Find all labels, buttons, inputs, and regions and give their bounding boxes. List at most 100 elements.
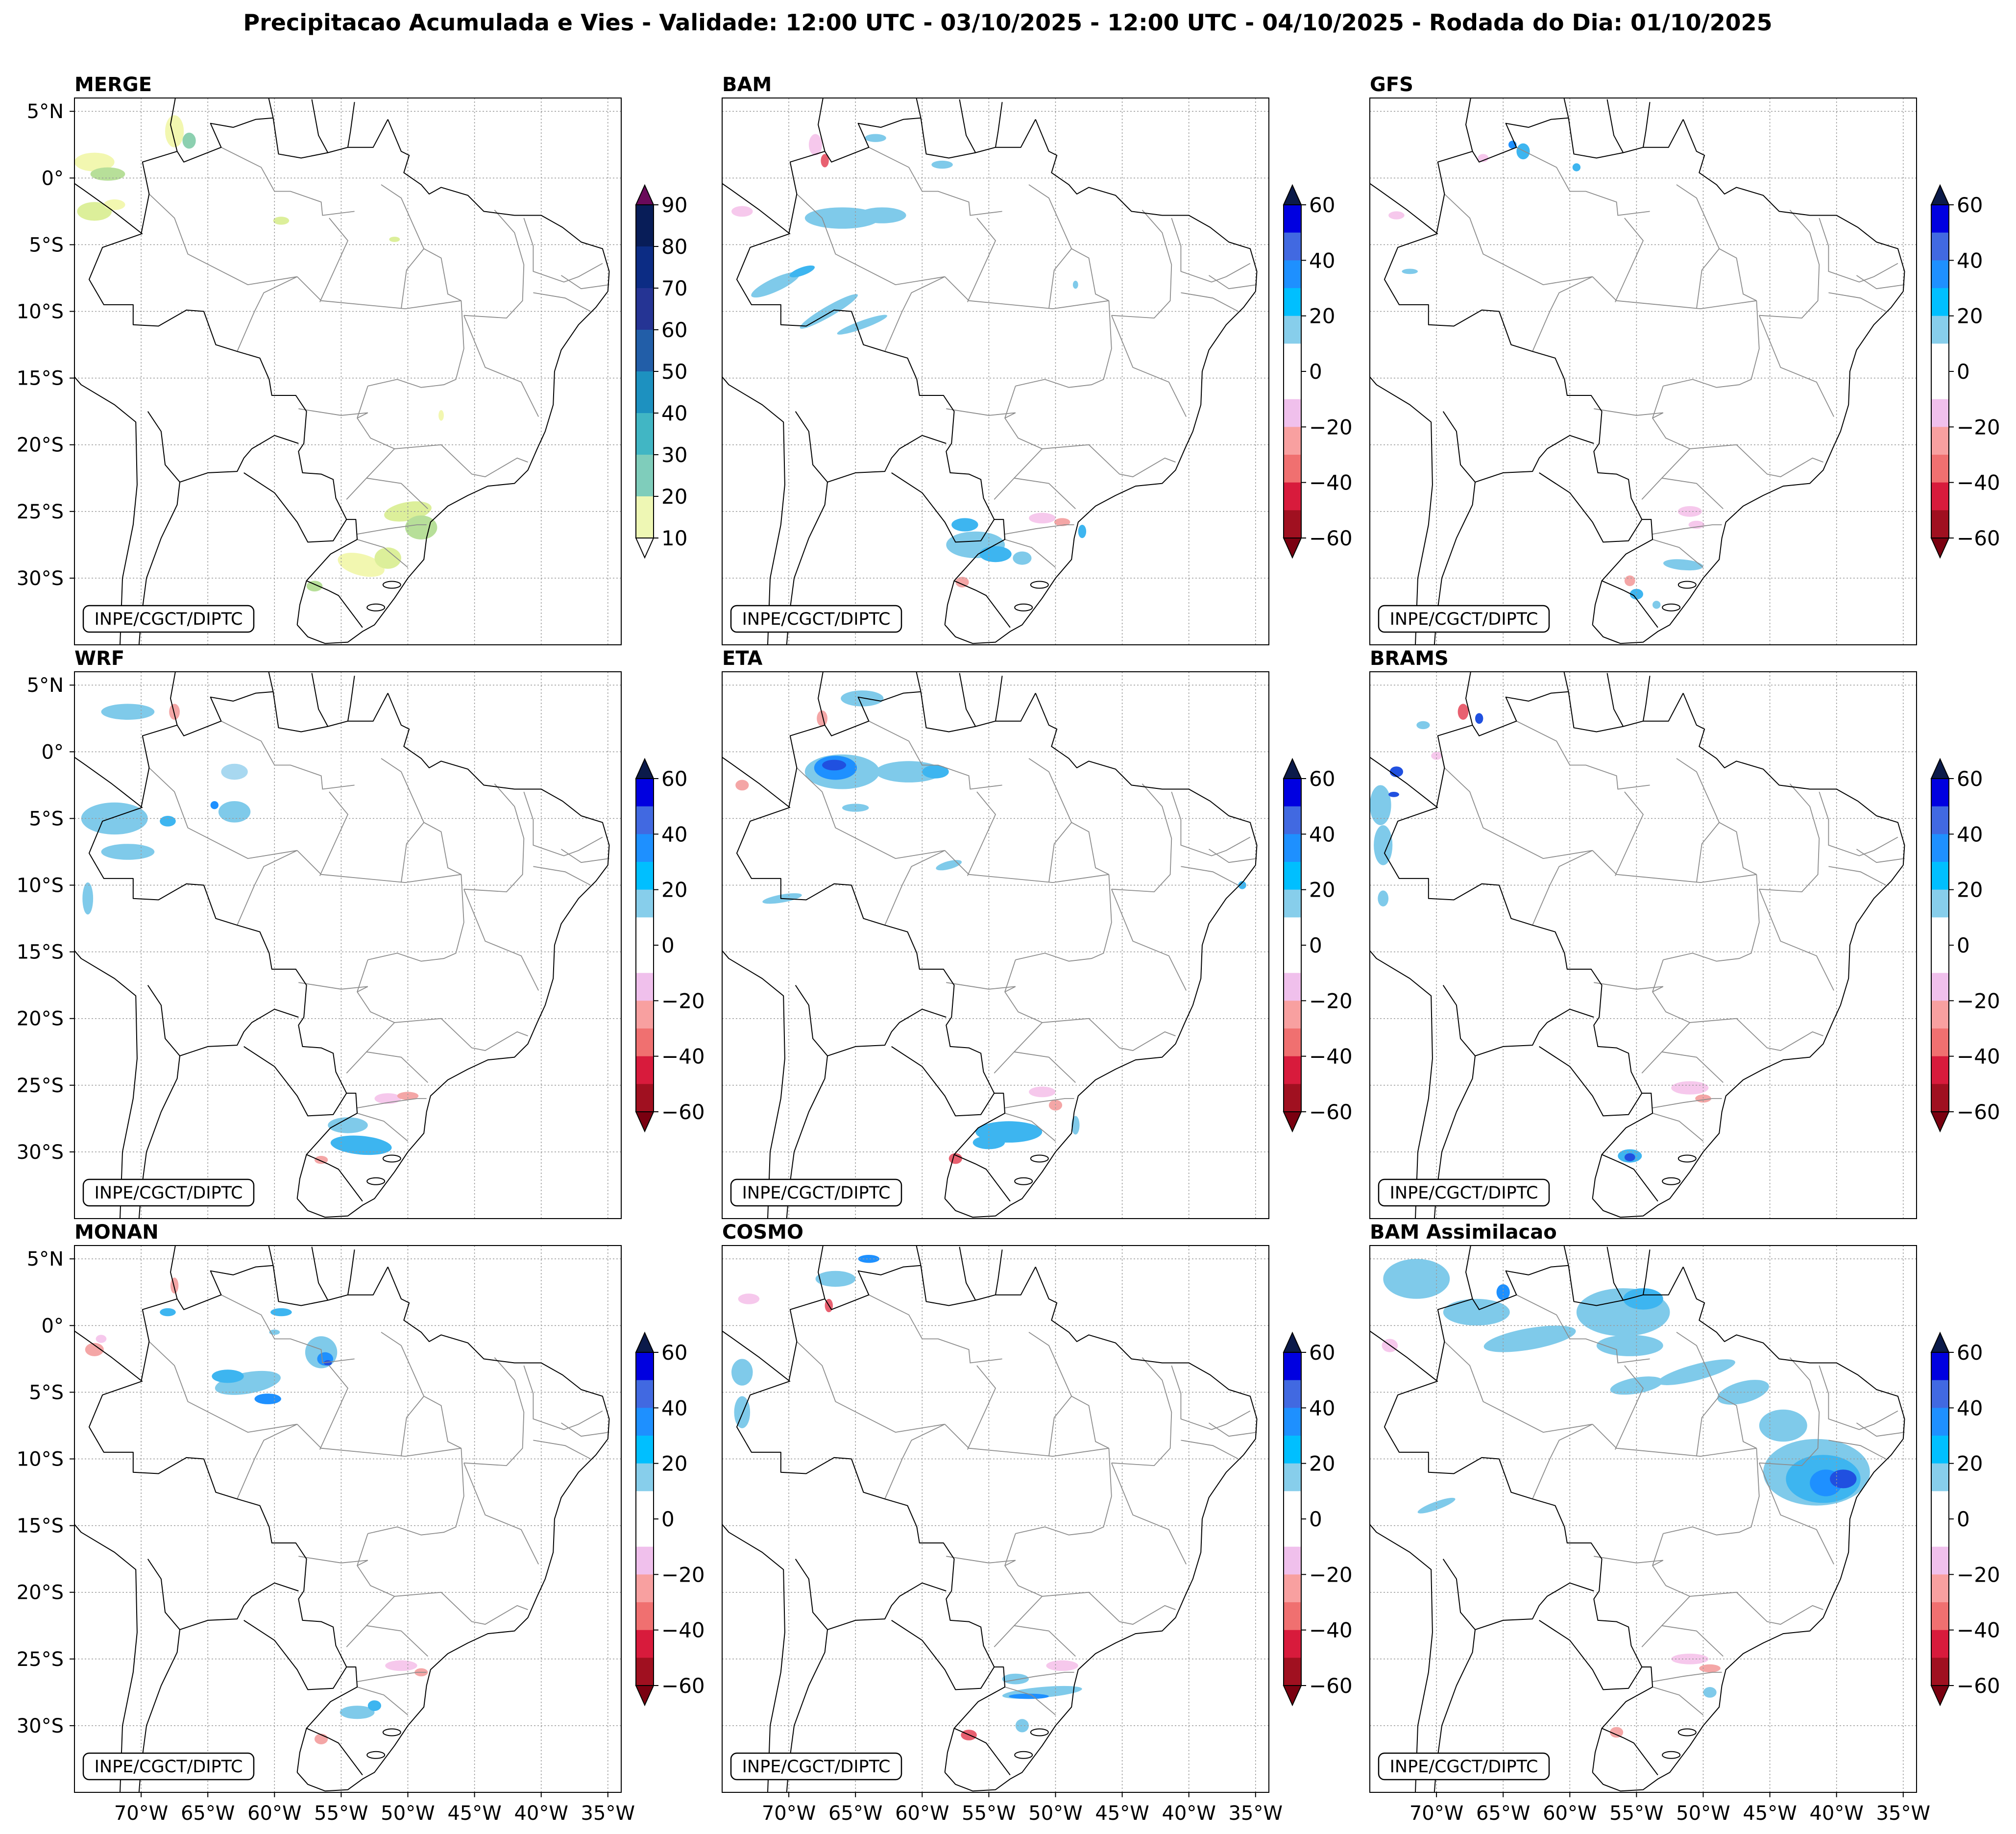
credit-label: INPE/CGCT/DIPTC	[1390, 1757, 1538, 1777]
colorbar-tick-label: −40	[1309, 471, 1353, 495]
dry-bias-patch	[85, 1343, 104, 1356]
state-borders	[1444, 1294, 1905, 1715]
state-borders	[1444, 147, 1905, 568]
state-border	[1444, 194, 1593, 286]
state-border	[1856, 1422, 1905, 1437]
state-border	[1014, 1625, 1076, 1657]
state-border	[367, 1448, 464, 1536]
state-border	[463, 889, 539, 991]
colorbar-band	[1931, 1084, 1949, 1112]
wet-bias-patch	[270, 1308, 292, 1317]
dry-bias-patch	[1699, 1664, 1721, 1673]
dry-bias-patch	[169, 704, 180, 720]
credit-box: INPE/CGCT/DIPTC	[82, 1178, 255, 1207]
wet-bias-patch	[1475, 713, 1483, 724]
state-border	[967, 791, 996, 876]
wet-bias-patch	[731, 1359, 753, 1386]
map-frame	[722, 1245, 1269, 1793]
wet-bias-patch	[842, 804, 869, 812]
border-line	[1563, 672, 1569, 692]
border-line	[138, 411, 180, 645]
border-line	[786, 1559, 828, 1792]
colorbar-band	[1284, 288, 1301, 317]
state-border	[1663, 300, 1760, 388]
wet-bias-patch	[340, 1706, 375, 1719]
credit-box: INPE/CGCT/DIPTC	[730, 1752, 902, 1781]
colorbar-band	[1284, 1056, 1301, 1084]
border-line	[347, 1249, 355, 1295]
state-border	[1071, 1395, 1109, 1449]
border-line	[243, 1046, 347, 1117]
precip-patch	[103, 199, 125, 210]
colorbar-band	[1284, 1436, 1301, 1464]
credit-frame	[730, 1752, 902, 1781]
border-line	[170, 1246, 178, 1299]
lat-tick-label: 0°	[42, 741, 64, 763]
wet-bias-patch	[210, 801, 219, 809]
dry-bias-patch	[1388, 211, 1405, 220]
colorbar-tick-label: −60	[1957, 1100, 2000, 1124]
border-line	[1592, 119, 1905, 644]
border-line	[786, 985, 828, 1219]
border-line	[827, 1008, 947, 1056]
border-line	[916, 98, 922, 119]
map-frame	[1369, 1245, 1917, 1793]
border-line	[944, 1728, 955, 1773]
colorbar-band	[1284, 889, 1301, 918]
state-border	[319, 218, 349, 302]
state-border	[533, 866, 591, 886]
lat-tick-label: 0°	[42, 1315, 64, 1337]
country-borders	[1370, 98, 1905, 645]
state-border	[1719, 248, 1757, 301]
map-frame	[722, 671, 1269, 1219]
border-line	[995, 676, 1003, 721]
colorbar-band	[1284, 1658, 1301, 1686]
colorbar-band	[636, 1546, 654, 1575]
state-border	[357, 386, 528, 477]
state-border	[1015, 1448, 1112, 1536]
border-line	[1465, 672, 1473, 726]
border-line	[1606, 1247, 1624, 1301]
lat-axis: 5°N 0° 5°S 10°S 15°S 20°S 25°S 30°S	[17, 1248, 74, 1737]
lon-tick-label: 45°W	[1095, 1802, 1149, 1825]
lagoon	[1677, 1154, 1697, 1163]
colorbar-tick-label: 60	[1957, 767, 1983, 791]
lat-axis: 5°N 0° 5°S 10°S 15°S 20°S 25°S 30°S	[17, 674, 74, 1164]
state-border	[1532, 1423, 1593, 1499]
lagoon	[366, 1751, 386, 1759]
border-line	[1606, 99, 1624, 153]
lon-tick-label: 70°W	[114, 1802, 168, 1825]
colorbar-tick-label: 0	[1309, 360, 1322, 384]
colorbar-band	[1931, 1001, 1949, 1029]
colorbar-extend-max	[1283, 758, 1302, 779]
border-line	[1370, 183, 1438, 235]
colorbar-band	[1931, 1380, 1949, 1408]
state-border	[1759, 1357, 1820, 1467]
colorbar-band	[636, 945, 654, 974]
state-border	[296, 850, 461, 883]
credit-box: INPE/CGCT/DIPTC	[730, 605, 902, 633]
lat-tick-label: 5°S	[29, 807, 64, 830]
colorbar-band	[1284, 779, 1301, 807]
state-border	[357, 1113, 409, 1142]
border-line	[74, 1330, 143, 1382]
lon-tick-label: 45°W	[447, 1802, 501, 1825]
precip-patch	[74, 152, 115, 171]
colorbar-extend-min	[635, 1111, 655, 1133]
border-line	[818, 98, 826, 152]
colorbar-band	[1284, 1519, 1301, 1547]
state-border	[463, 783, 525, 893]
lat-tick-label: 30°S	[17, 1715, 64, 1737]
border-line	[959, 673, 976, 727]
lon-tick-label: 35°W	[581, 1802, 635, 1825]
colorbar-extend-min	[1930, 1685, 1950, 1707]
country-borders	[722, 1246, 1258, 1792]
lon-tick-label: 45°W	[1743, 1802, 1797, 1825]
wet-bias-patch	[1516, 143, 1530, 160]
state-border	[357, 1687, 409, 1715]
colorbar-band	[636, 889, 654, 918]
border-line	[827, 435, 947, 483]
colorbar-tick-label: 60	[661, 1341, 687, 1365]
border-line	[1592, 1154, 1603, 1199]
